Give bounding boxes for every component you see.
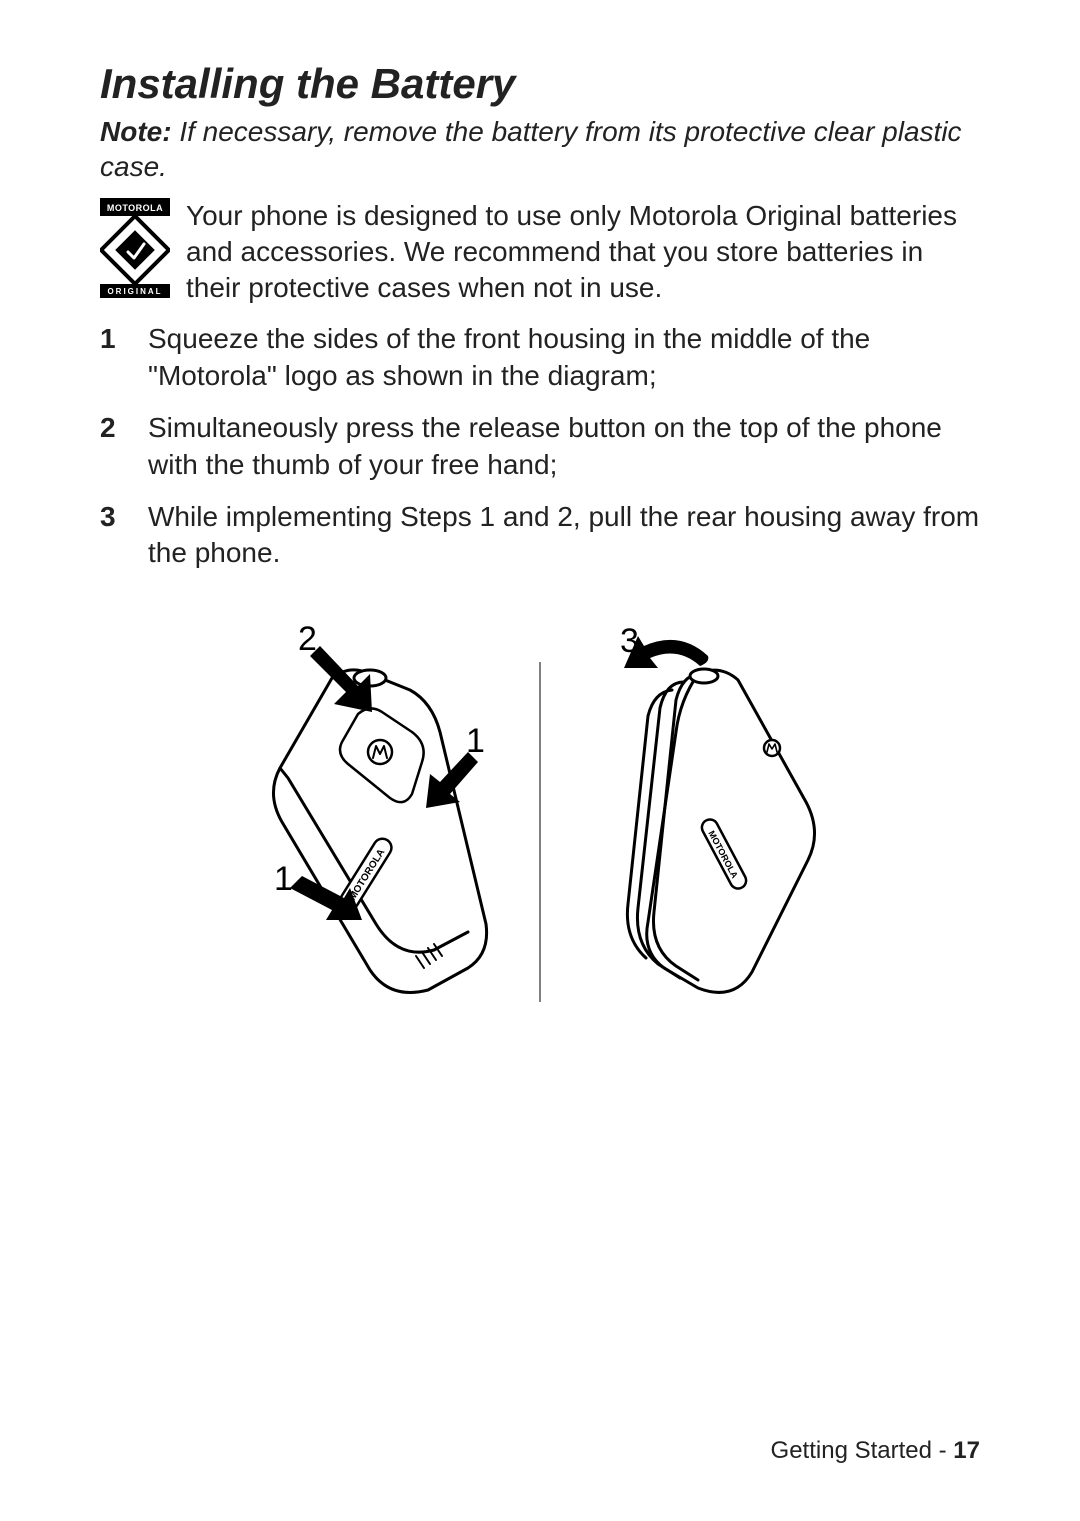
step-item: Squeeze the sides of the front housing i… <box>100 321 980 394</box>
manual-page: Installing the Battery Note: If necessar… <box>0 0 1080 1521</box>
footer-separator: - <box>932 1437 953 1464</box>
steps-list: Squeeze the sides of the front housing i… <box>100 321 980 571</box>
battery-install-diagram-icon: MOTOROLA 2 1 1 <box>190 602 890 1032</box>
page-footer: Getting Started - 17 <box>771 1437 980 1465</box>
callout-label-1-left: 1 <box>274 860 293 898</box>
intro-text: Your phone is designed to use only Motor… <box>186 198 980 305</box>
svg-text:ORIGINAL: ORIGINAL <box>107 287 162 296</box>
svg-text:MOTOROLA: MOTOROLA <box>107 203 163 213</box>
step-text: Squeeze the sides of the front housing i… <box>148 321 980 394</box>
step-item: While implementing Steps 1 and 2, pull t… <box>100 499 980 572</box>
step-text: While implementing Steps 1 and 2, pull t… <box>148 499 980 572</box>
diagram-left-panel: MOTOROLA 2 1 1 <box>273 620 486 993</box>
step-item: Simultaneously press the release button … <box>100 410 980 483</box>
diagram-right-panel: MOTOROLA 3 <box>620 622 815 992</box>
footer-section: Getting Started <box>771 1437 932 1464</box>
section-title: Installing the Battery <box>100 60 980 108</box>
step-text: Simultaneously press the release button … <box>148 410 980 483</box>
note-paragraph: Note: If necessary, remove the battery f… <box>100 114 980 184</box>
note-label: Note: <box>100 116 172 147</box>
note-text: If necessary, remove the battery from it… <box>100 116 962 182</box>
footer-page-number: 17 <box>953 1437 980 1464</box>
diagram-area: MOTOROLA 2 1 1 <box>100 602 980 1032</box>
intro-row: MOTOROLA ORIGINAL Your phone is designed… <box>100 198 980 305</box>
motorola-original-badge-icon: MOTOROLA ORIGINAL <box>100 198 170 303</box>
